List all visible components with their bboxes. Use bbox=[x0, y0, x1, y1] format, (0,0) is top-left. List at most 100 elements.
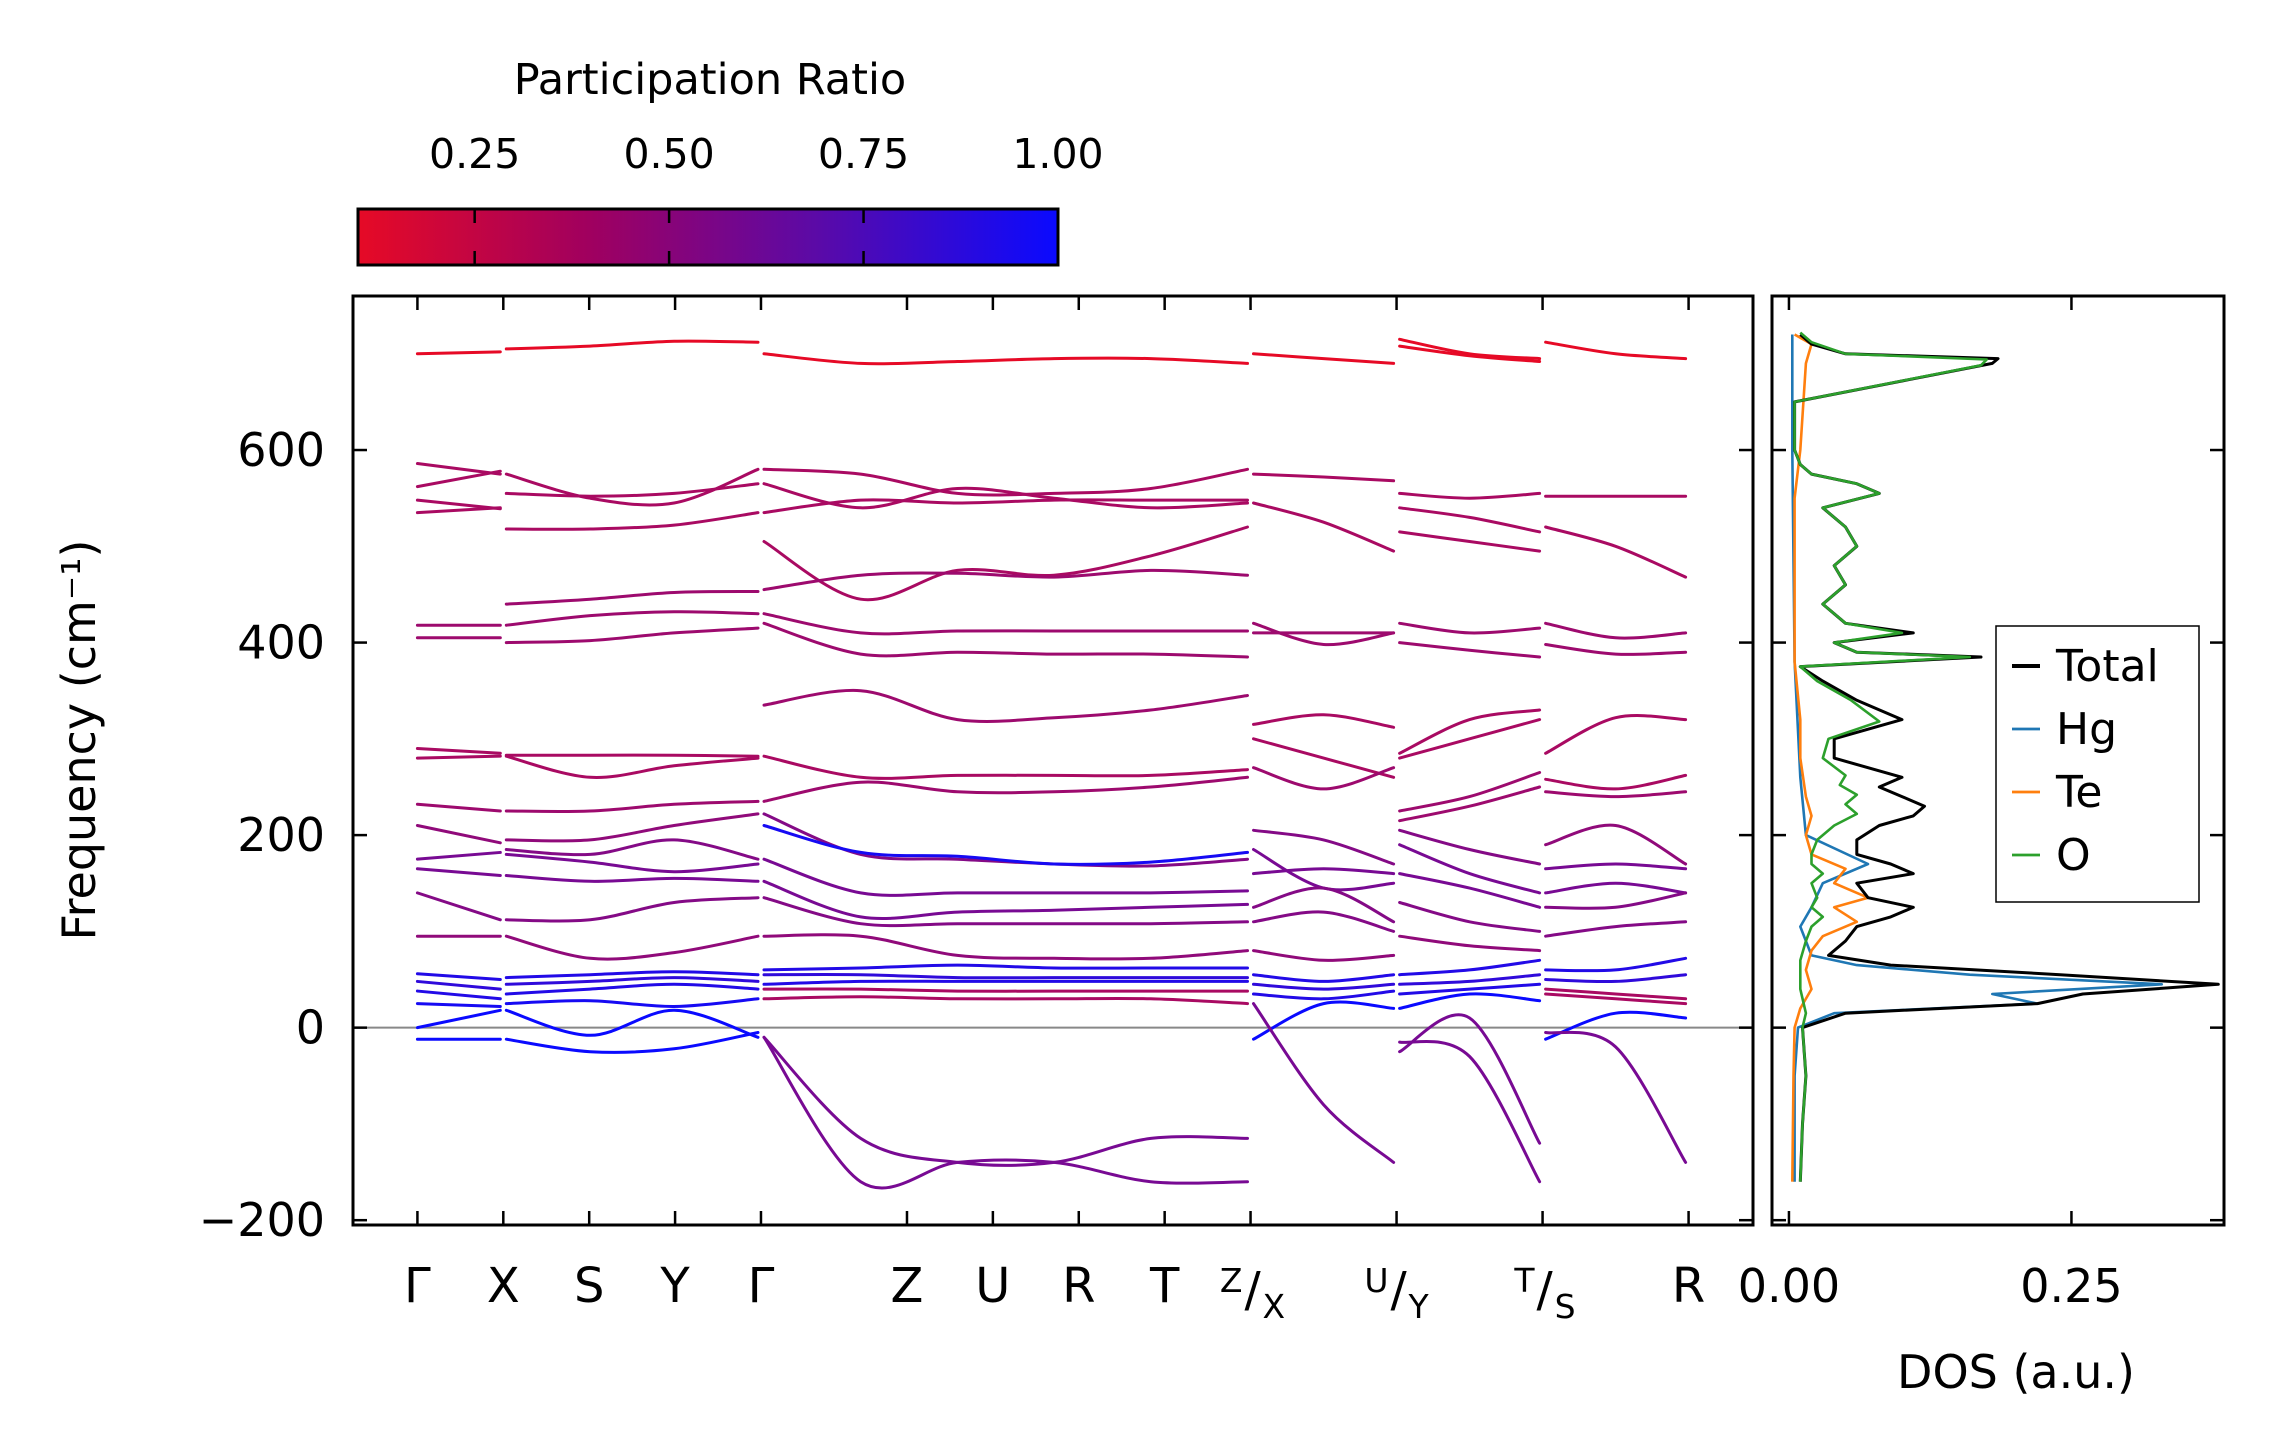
band-line bbox=[1398, 958, 1542, 977]
band-line bbox=[1544, 773, 1688, 791]
band-line bbox=[504, 982, 760, 996]
band-line bbox=[762, 857, 1249, 897]
svg-text:X: X bbox=[1263, 1287, 1286, 1326]
band-line bbox=[1398, 1040, 1542, 1184]
y-tick-label: −200 bbox=[199, 1193, 325, 1247]
dos-x-axis-label: DOS (a.u.) bbox=[1897, 1345, 2135, 1399]
x-tick-label: T / S bbox=[1513, 1261, 1575, 1326]
band-line bbox=[1544, 714, 1688, 755]
band-line bbox=[1398, 934, 1542, 953]
band-line bbox=[762, 1035, 1249, 1167]
band-line bbox=[1544, 992, 1688, 1006]
band-line bbox=[504, 852, 760, 874]
band-line bbox=[1252, 982, 1396, 991]
band-line bbox=[1398, 491, 1542, 500]
band-line bbox=[504, 610, 760, 627]
band-line bbox=[762, 995, 1249, 1006]
band-line bbox=[504, 934, 760, 961]
band-line bbox=[1252, 828, 1396, 866]
band-line bbox=[415, 823, 502, 845]
band-line bbox=[1544, 525, 1688, 579]
dos-legend: Total Hg Te O bbox=[1995, 625, 2200, 903]
band-line bbox=[504, 339, 760, 351]
band-line bbox=[762, 987, 1249, 993]
dos-curves bbox=[1791, 331, 2220, 1182]
band-line bbox=[1398, 901, 1542, 933]
band-line bbox=[504, 997, 760, 1009]
band-line bbox=[1252, 352, 1396, 365]
svg-text:/: / bbox=[1390, 1262, 1407, 1318]
band-line bbox=[415, 802, 502, 813]
y-tick-label: 0 bbox=[296, 1001, 325, 1055]
colorbar-ticks: 0.25 0.50 0.75 1.00 bbox=[429, 130, 1104, 265]
band-line bbox=[415, 1002, 502, 1008]
colorbar-gradient bbox=[356, 207, 1060, 267]
band-line bbox=[1252, 949, 1396, 962]
band-line bbox=[415, 989, 502, 1001]
band-line bbox=[415, 506, 502, 515]
legend-label: O bbox=[2056, 830, 2091, 881]
band-line bbox=[415, 850, 502, 861]
band-line bbox=[1398, 785, 1542, 823]
band-line bbox=[1398, 1013, 1542, 1145]
band-line bbox=[504, 1031, 760, 1054]
band-line bbox=[762, 621, 1249, 659]
band-line bbox=[415, 1008, 502, 1030]
band-line bbox=[1398, 992, 1542, 1010]
y-tick-label: 400 bbox=[237, 616, 325, 670]
band-line bbox=[1544, 920, 1688, 938]
band-plot-frame bbox=[351, 294, 1755, 1227]
svg-text:/: / bbox=[1536, 1262, 1553, 1318]
band-line bbox=[762, 1035, 1249, 1190]
band-line bbox=[1252, 713, 1396, 729]
band-line bbox=[1398, 982, 1542, 996]
band-line bbox=[504, 467, 760, 507]
band-line bbox=[1252, 501, 1396, 553]
band-line bbox=[1252, 472, 1396, 483]
band-line bbox=[762, 812, 1249, 868]
dos-x-tick-label: 0.25 bbox=[2020, 1259, 2122, 1313]
band-line bbox=[504, 1008, 760, 1039]
band-line bbox=[1398, 872, 1542, 909]
band-line bbox=[762, 568, 1249, 592]
band-line bbox=[504, 976, 760, 986]
band-line bbox=[762, 467, 1249, 497]
band-line bbox=[1252, 886, 1396, 924]
colorbar-tick-label: 0.25 bbox=[429, 130, 520, 178]
band-line bbox=[1398, 843, 1542, 895]
dos-x-tick-label: 0.00 bbox=[1738, 1259, 1840, 1313]
dos-plot-frame bbox=[1770, 294, 2226, 1227]
legend-label: Te bbox=[2055, 767, 2102, 818]
band-line bbox=[1252, 910, 1396, 933]
legend-label: Hg bbox=[2056, 704, 2117, 755]
colorbar: Participation Ratio 0.25 0.50 0.75 1.00 bbox=[356, 55, 1104, 267]
band-line bbox=[415, 754, 502, 760]
band-line bbox=[504, 812, 760, 843]
band-line bbox=[1544, 643, 1688, 656]
band-line bbox=[762, 896, 1249, 928]
band-line bbox=[1544, 1030, 1688, 1164]
x-tick-label: Z bbox=[891, 1258, 924, 1314]
x-tick-label: Z / X bbox=[1220, 1261, 1285, 1326]
band-line bbox=[415, 350, 502, 356]
band-line bbox=[1544, 823, 1688, 866]
dos-axis-ticks: 0.00 0.25 bbox=[1738, 296, 2224, 1313]
band-line bbox=[415, 891, 502, 922]
y-axis-label: Frequency (cm⁻¹) bbox=[52, 540, 106, 941]
band-line bbox=[762, 824, 1249, 866]
band-line bbox=[1544, 862, 1688, 871]
band-line bbox=[762, 525, 1249, 602]
band-line bbox=[762, 498, 1249, 515]
legend-label: Total bbox=[2055, 641, 2159, 692]
band-line bbox=[1398, 973, 1542, 986]
band-line bbox=[1544, 973, 1688, 984]
y-tick-label: 600 bbox=[237, 423, 325, 477]
band-line bbox=[415, 972, 502, 982]
dos-line-te bbox=[1791, 333, 1870, 1182]
svg-text:/: / bbox=[1244, 1262, 1261, 1318]
band-line bbox=[762, 754, 1249, 780]
dos-panel: 0.00 0.25 DOS (a.u.) Total Hg Te O bbox=[1738, 294, 2226, 1399]
band-line bbox=[1252, 766, 1396, 791]
